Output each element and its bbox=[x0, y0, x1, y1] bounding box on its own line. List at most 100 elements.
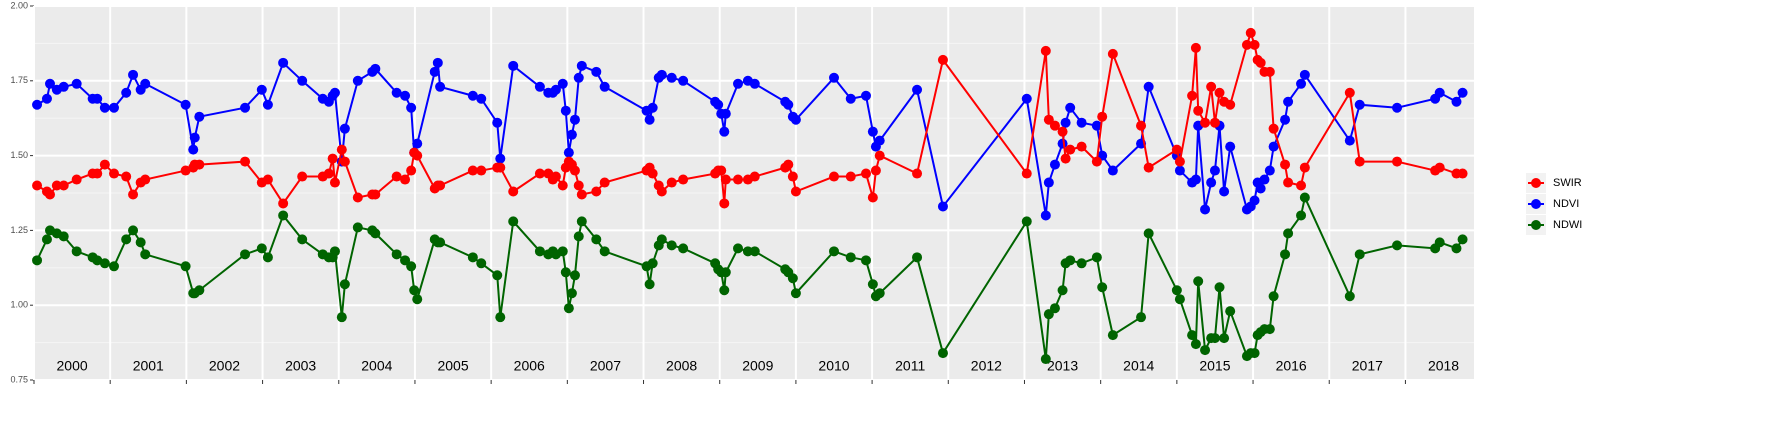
point bbox=[329, 87, 340, 98]
point bbox=[45, 78, 55, 89]
point bbox=[370, 228, 381, 239]
point bbox=[406, 261, 417, 272]
point bbox=[262, 252, 273, 263]
point bbox=[1043, 114, 1054, 125]
point bbox=[787, 273, 798, 284]
point bbox=[1392, 102, 1403, 113]
point bbox=[790, 114, 801, 125]
point bbox=[352, 75, 363, 86]
point bbox=[566, 129, 577, 140]
point bbox=[391, 249, 402, 260]
year-label: 2014 bbox=[1123, 358, 1154, 374]
point bbox=[140, 174, 151, 185]
point bbox=[576, 60, 587, 71]
point bbox=[1190, 42, 1201, 53]
point bbox=[1174, 294, 1185, 305]
point bbox=[1283, 96, 1294, 107]
year-label: 2007 bbox=[590, 358, 621, 374]
point bbox=[180, 261, 191, 272]
point bbox=[550, 84, 561, 95]
point bbox=[1097, 282, 1108, 293]
point bbox=[1214, 282, 1225, 293]
point bbox=[339, 279, 350, 290]
point bbox=[92, 93, 103, 104]
point bbox=[647, 102, 658, 113]
point bbox=[742, 246, 753, 257]
point bbox=[1076, 141, 1087, 152]
year-label: 2003 bbox=[285, 358, 316, 374]
point bbox=[1245, 27, 1256, 38]
point bbox=[1187, 330, 1198, 341]
point bbox=[1249, 39, 1260, 50]
point bbox=[1354, 249, 1365, 260]
point bbox=[99, 102, 110, 113]
point bbox=[1171, 144, 1182, 155]
point bbox=[32, 255, 43, 266]
point bbox=[644, 114, 655, 125]
point bbox=[492, 270, 503, 281]
point bbox=[937, 54, 948, 65]
point bbox=[1225, 306, 1236, 317]
point bbox=[336, 144, 347, 155]
point bbox=[1049, 303, 1060, 314]
point bbox=[1296, 210, 1307, 221]
point bbox=[336, 312, 347, 323]
point bbox=[647, 258, 658, 269]
point bbox=[240, 102, 251, 113]
point bbox=[508, 186, 519, 197]
point bbox=[1457, 168, 1468, 179]
point bbox=[937, 201, 948, 212]
point bbox=[1206, 177, 1217, 188]
point bbox=[678, 174, 689, 185]
point bbox=[591, 186, 602, 197]
point bbox=[41, 234, 52, 245]
point bbox=[573, 180, 584, 191]
point bbox=[1043, 177, 1054, 188]
point bbox=[467, 165, 478, 176]
year-label: 2000 bbox=[57, 358, 88, 374]
legend-label: SWIR bbox=[1553, 177, 1582, 189]
y-tick-label: 2.00 bbox=[10, 0, 28, 10]
point bbox=[1193, 105, 1204, 116]
point bbox=[1219, 333, 1230, 344]
point bbox=[845, 171, 856, 182]
point bbox=[550, 171, 561, 182]
point bbox=[432, 57, 443, 68]
point bbox=[656, 186, 667, 197]
point bbox=[1021, 216, 1032, 227]
legend-label: NDWI bbox=[1553, 219, 1582, 231]
point bbox=[1136, 312, 1147, 323]
point bbox=[599, 177, 610, 188]
point bbox=[829, 72, 839, 83]
point bbox=[557, 180, 568, 191]
point bbox=[99, 159, 110, 170]
point bbox=[1136, 120, 1147, 131]
point bbox=[1076, 117, 1087, 128]
point bbox=[557, 246, 568, 257]
point bbox=[573, 231, 584, 242]
point bbox=[121, 87, 132, 98]
year-label: 2012 bbox=[971, 358, 1002, 374]
point bbox=[569, 165, 580, 176]
point bbox=[1107, 330, 1118, 341]
point bbox=[1040, 354, 1051, 365]
point bbox=[1264, 66, 1275, 77]
point bbox=[352, 222, 363, 233]
point bbox=[912, 168, 923, 179]
point bbox=[1214, 87, 1225, 98]
point bbox=[323, 168, 334, 179]
point bbox=[406, 165, 417, 176]
point bbox=[1457, 234, 1468, 245]
series-line bbox=[36, 194, 1464, 360]
point bbox=[278, 210, 289, 221]
point bbox=[1344, 87, 1355, 98]
point bbox=[128, 225, 139, 236]
year-label: 2002 bbox=[209, 358, 240, 374]
point bbox=[1060, 117, 1071, 128]
point bbox=[1190, 174, 1201, 185]
point bbox=[1091, 252, 1102, 263]
point bbox=[749, 171, 760, 182]
point bbox=[1264, 324, 1275, 335]
point bbox=[749, 246, 760, 257]
legend-dot bbox=[1531, 220, 1541, 230]
